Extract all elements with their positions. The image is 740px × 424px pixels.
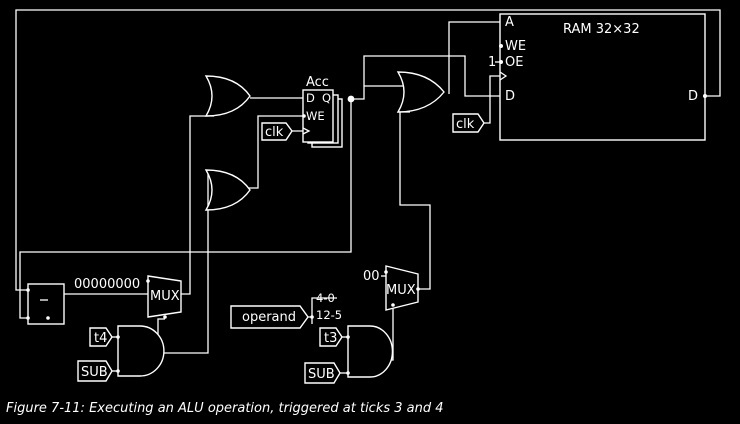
or-gate-acc-write-enable xyxy=(204,169,251,211)
svg-text:SUB: SUB xyxy=(81,365,108,380)
acc-we-label: WE xyxy=(306,109,325,123)
mux-acc: 00000000 MUX xyxy=(74,275,182,319)
ram-title: RAM 32×32 xyxy=(563,22,640,37)
acc-d-label: D xyxy=(306,91,315,105)
and-gate-t3-sub xyxy=(346,325,394,378)
svg-text:clk: clk xyxy=(456,117,475,132)
and-gate-t4-sub xyxy=(116,325,165,377)
svg-text:clk: clk xyxy=(265,125,284,140)
sub-tag-2: SUB xyxy=(304,362,341,384)
acc-clock-tag: clk xyxy=(261,122,293,141)
ram-one-label: 1 xyxy=(488,55,496,70)
mux-address-label: MUX xyxy=(386,283,416,298)
t3-tag: t3 xyxy=(319,327,343,347)
acc-q-junction-dot xyxy=(347,95,355,103)
ram-output-enable-label: OE xyxy=(505,55,523,70)
operand-label: operand xyxy=(242,310,296,325)
accumulator-register: Acc D Q WE xyxy=(302,75,343,148)
bits-4-0-label: 4-0 xyxy=(316,291,335,305)
ram-clock-tag: clk xyxy=(452,113,485,133)
ram-data-in-label: D xyxy=(505,89,515,104)
svg-text:t3: t3 xyxy=(324,331,337,346)
mux-acc-label: MUX xyxy=(150,289,180,304)
sub-tag-1: SUB xyxy=(77,360,113,382)
ram-block: RAM 32×32 A WE 1 OE D D xyxy=(488,13,707,141)
operand-input-tag: operand 4-0 12-5 xyxy=(230,291,342,329)
acc-q-label: Q xyxy=(322,91,331,105)
ram-write-enable-label: WE xyxy=(505,39,526,54)
ram-address-label: A xyxy=(505,15,514,30)
svg-text:t4: t4 xyxy=(94,331,107,346)
svg-text:SUB: SUB xyxy=(308,367,335,382)
mux-address-zeros-label: 00 xyxy=(363,269,380,284)
mux-address: 00 MUX xyxy=(363,265,420,311)
mux-acc-zeros-label: 00000000 xyxy=(74,277,140,292)
ram-data-out-label: D xyxy=(688,89,698,104)
or-gate-acc-data xyxy=(204,75,251,117)
decoder-block xyxy=(26,283,65,325)
t4-tag: t4 xyxy=(89,327,113,347)
bits-12-5-label: 12-5 xyxy=(316,308,342,322)
figure-caption: Figure 7-11: Executing an ALU operation,… xyxy=(6,401,444,416)
acc-title: Acc xyxy=(306,75,329,90)
or-gate-ram-address xyxy=(396,71,445,113)
